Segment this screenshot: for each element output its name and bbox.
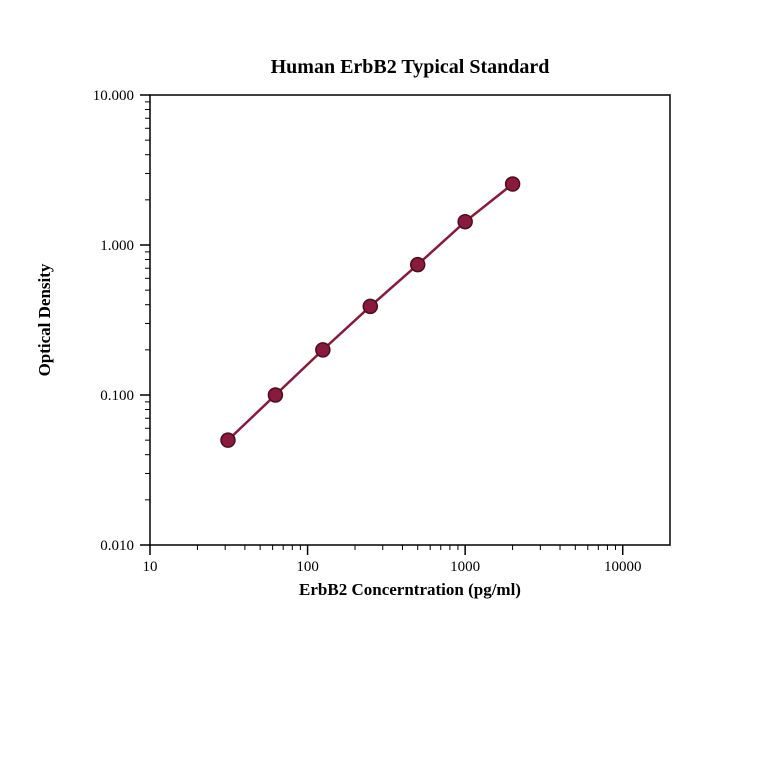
svg-text:10.000: 10.000 <box>93 88 134 104</box>
svg-text:0.010: 0.010 <box>100 538 134 554</box>
svg-text:1000: 1000 <box>450 559 480 575</box>
data-point <box>221 433 235 447</box>
data-point <box>316 343 330 357</box>
standard-curve-chart: Human ErbB2 Typical Standard Optical Den… <box>0 0 764 764</box>
data-point <box>458 215 472 229</box>
svg-text:100: 100 <box>296 559 319 575</box>
data-point <box>268 388 282 402</box>
chart-title: Human ErbB2 Typical Standard <box>271 56 550 78</box>
y-axis-label: Optical Density <box>35 263 54 376</box>
svg-text:0.100: 0.100 <box>100 388 134 404</box>
x-axis-label: ErbB2 Concerntration (pg/ml) <box>299 580 521 599</box>
svg-text:10: 10 <box>143 559 158 575</box>
svg-text:1.000: 1.000 <box>100 238 134 254</box>
data-point <box>363 299 377 313</box>
data-point <box>506 177 520 191</box>
data-point <box>411 258 425 272</box>
plot-area <box>150 95 670 545</box>
svg-text:10000: 10000 <box>604 559 642 575</box>
axis-ticks: 10 100 1000 10000 0.010 0.100 1.000 10.000 <box>93 88 642 575</box>
data-markers <box>221 177 520 447</box>
